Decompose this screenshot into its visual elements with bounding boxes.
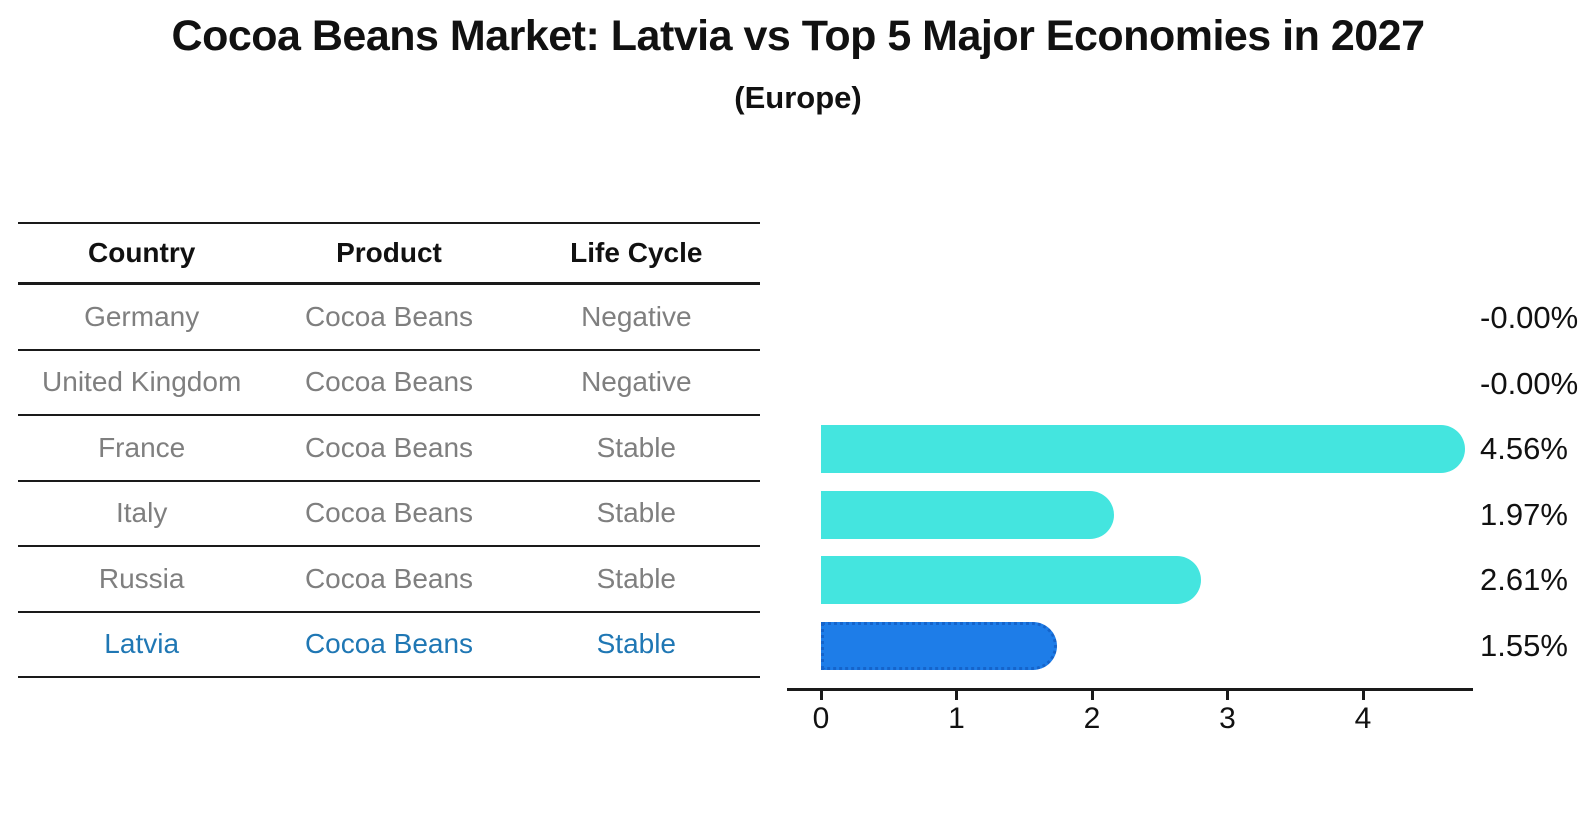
cell-product: Cocoa Beans bbox=[304, 300, 474, 332]
x-axis-tick-label: 3 bbox=[1219, 702, 1236, 735]
table-row-latvia: Latvia Cocoa Beans Stable bbox=[18, 613, 760, 678]
table-row-italy: Italy Cocoa Beans Stable bbox=[18, 482, 760, 547]
bar-latvia-highlighted bbox=[821, 621, 1058, 670]
tick-mark bbox=[1361, 691, 1365, 700]
cell-product: Cocoa Beans bbox=[304, 562, 474, 594]
cell-country: Russia bbox=[98, 562, 185, 594]
cell-country: Latvia bbox=[104, 628, 180, 660]
cell-life-cycle: Negative bbox=[581, 300, 692, 332]
cell-country: United Kingdom bbox=[42, 366, 242, 398]
tick-mark bbox=[1090, 691, 1094, 700]
cell-country: France bbox=[98, 431, 186, 463]
cell-product: Cocoa Beans bbox=[304, 366, 474, 398]
tick-mark bbox=[955, 691, 958, 700]
value-label-latvia: 1.55% bbox=[1480, 627, 1568, 663]
value-label-germany: -0.00% bbox=[1480, 300, 1579, 335]
x-axis-line bbox=[787, 688, 1473, 691]
cell-country: Germany bbox=[84, 300, 200, 332]
cell-life-cycle: Stable bbox=[596, 562, 677, 594]
cell-life-cycle: Negative bbox=[581, 366, 692, 398]
cell-product: Cocoa Beans bbox=[304, 497, 474, 529]
column-header-life-cycle: Life Cycle bbox=[570, 237, 703, 268]
cell-country: Italy bbox=[115, 497, 168, 529]
table-header-row: Country Product Life Cycle bbox=[18, 224, 760, 285]
column-header-country: Country bbox=[88, 237, 196, 268]
value-label-italy: 1.97% bbox=[1480, 496, 1568, 532]
chart-title: Cocoa Beans Market: Latvia vs Top 5 Majo… bbox=[171, 12, 1425, 60]
cell-life-cycle: Stable bbox=[596, 431, 677, 463]
tick-mark bbox=[1226, 691, 1229, 700]
value-label-france: 4.56% bbox=[1480, 431, 1568, 466]
table-row-germany: Germany Cocoa Beans Negative bbox=[18, 285, 760, 351]
x-axis-tick-label: 4 bbox=[1354, 702, 1372, 735]
bar-france bbox=[821, 425, 1465, 473]
chart-subtitle: (Europe) bbox=[734, 80, 862, 115]
table-row-france: France Cocoa Beans Stable bbox=[18, 416, 760, 482]
value-label-russia: 2.61% bbox=[1480, 562, 1568, 597]
x-axis-tick-label: 0 bbox=[812, 702, 830, 735]
country-table: Country Product Life Cycle Germany Cocoa… bbox=[18, 222, 760, 678]
table-row-united-kingdom: United Kingdom Cocoa Beans Negative bbox=[18, 351, 760, 416]
column-header-product: Product bbox=[336, 237, 442, 268]
tick-mark bbox=[819, 691, 823, 700]
cell-life-cycle: Stable bbox=[596, 497, 677, 529]
value-label-united-kingdom: -0.00% bbox=[1480, 365, 1579, 401]
x-axis-tick-label: 1 bbox=[948, 702, 965, 735]
x-axis-tick-label: 2 bbox=[1083, 702, 1101, 735]
table-row-russia: Russia Cocoa Beans Stable bbox=[18, 547, 760, 613]
cell-product: Cocoa Beans bbox=[304, 628, 474, 660]
bar-russia bbox=[821, 556, 1201, 604]
cell-life-cycle: Stable bbox=[596, 628, 677, 660]
bar-italy bbox=[821, 490, 1114, 539]
cell-product: Cocoa Beans bbox=[304, 431, 474, 463]
